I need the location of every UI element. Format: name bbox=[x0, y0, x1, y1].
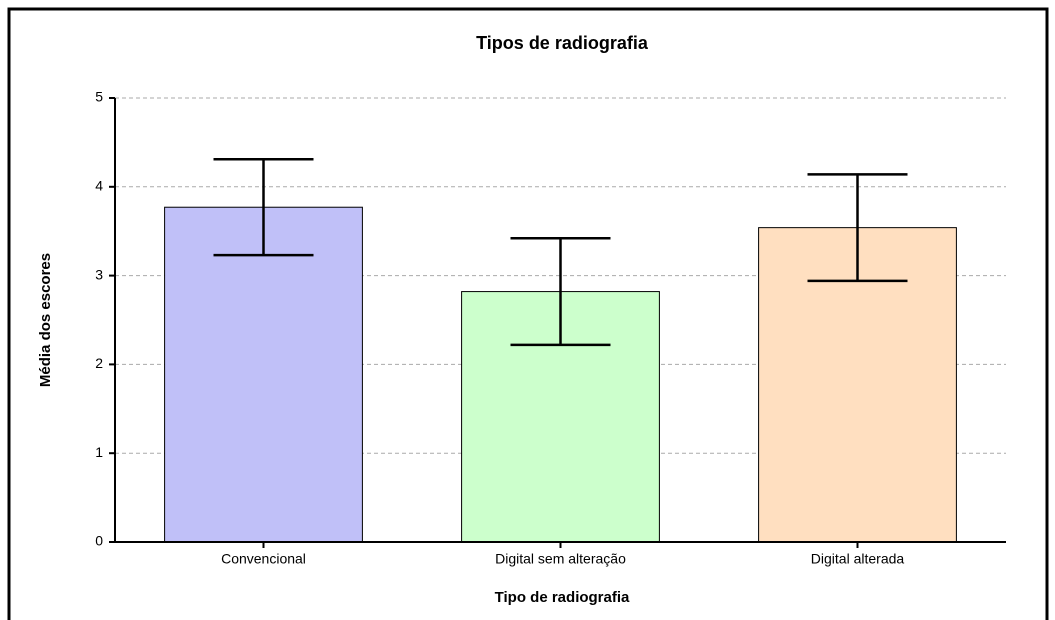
x-tick-label: Convencional bbox=[221, 551, 306, 567]
y-tick-label: 0 bbox=[95, 533, 103, 549]
y-tick-label: 5 bbox=[95, 89, 103, 105]
y-tick-label: 4 bbox=[95, 178, 103, 194]
chart-title: Tipos de radiografia bbox=[476, 33, 649, 53]
y-tick-label: 1 bbox=[95, 444, 103, 460]
x-tick-label: Digital sem alteração bbox=[495, 551, 626, 567]
x-tick-label: Digital alterada bbox=[811, 551, 905, 567]
y-tick-label: 2 bbox=[95, 355, 103, 371]
x-axis-label: Tipo de radiografia bbox=[495, 589, 630, 606]
bar bbox=[164, 206, 363, 543]
y-tick-label: 3 bbox=[95, 266, 103, 282]
y-axis-label: Média dos escores bbox=[37, 253, 54, 387]
